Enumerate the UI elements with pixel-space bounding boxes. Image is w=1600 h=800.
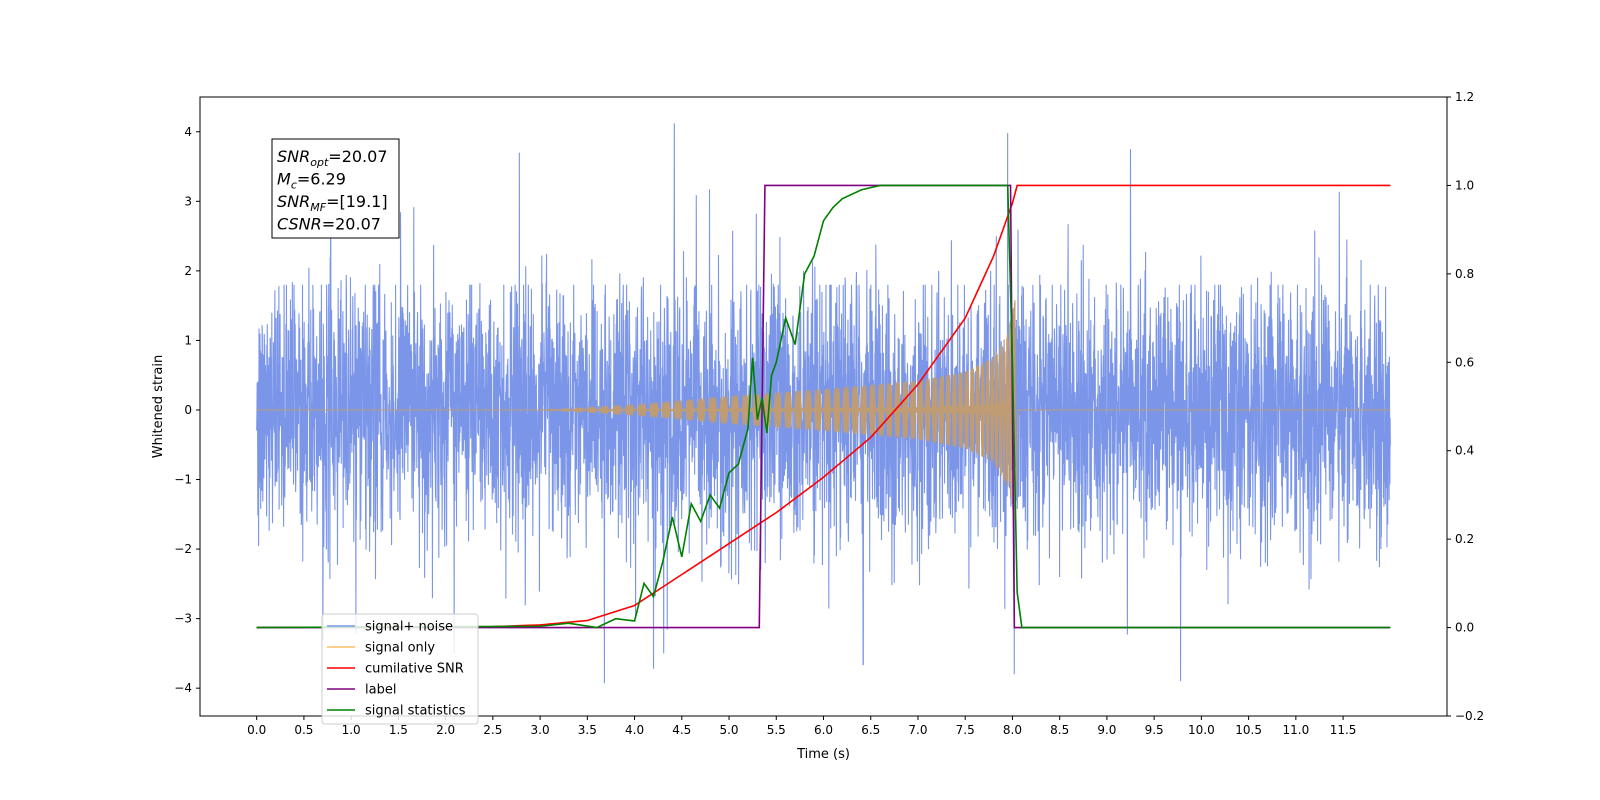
legend-entry: signal+ noise	[365, 620, 453, 635]
y2-tick-label: 0.0	[1455, 621, 1474, 635]
y-tick-label: 3	[184, 194, 192, 208]
annotation-box	[271, 138, 400, 239]
x-tick-label: 6.0	[814, 723, 833, 737]
y2-tick-label: 0.8	[1455, 267, 1474, 281]
x-tick-label: 8.5	[1050, 723, 1069, 737]
series-signal-only-line	[256, 300, 1391, 521]
annotation-line: SNRopt=20.07	[277, 147, 388, 169]
x-tick-label: 1.0	[342, 723, 361, 737]
x-tick-label: 10.5	[1235, 723, 1262, 737]
y-tick-label: 1	[184, 333, 192, 347]
x-tick-label: 4.0	[625, 723, 644, 737]
x-tick-label: 4.5	[672, 723, 691, 737]
legend-box	[321, 613, 479, 725]
x-tick-label: 3.0	[531, 723, 550, 737]
y2-tick-label: 1.0	[1455, 178, 1474, 192]
legend-entry: cumilative SNR	[365, 662, 464, 677]
x-tick-label: 0.5	[294, 723, 313, 737]
series-signal-noise-line	[256, 123, 1391, 684]
y2-tick-label: 0.2	[1455, 532, 1474, 546]
x-tick-label: 11.5	[1330, 723, 1357, 737]
x-tick-label: 7.5	[956, 723, 975, 737]
series-signal-statistics-line	[256, 184, 1391, 629]
annotation-line: SNRMF=[19.1]	[277, 192, 388, 214]
y2-tick-label: 0.6	[1455, 355, 1474, 369]
x-tick-label: 9.5	[1145, 723, 1164, 737]
y-tick-label: 0	[184, 403, 192, 417]
y-tick-label: −3	[174, 612, 192, 626]
x-tick-label: 2.0	[436, 723, 455, 737]
annotation-line: CSNR=20.07	[277, 215, 381, 234]
legend-entry: signal statistics	[365, 704, 466, 719]
x-tick-label: 5.0	[719, 723, 738, 737]
y2-tick-label: 0.4	[1455, 444, 1474, 458]
y-tick-label: 2	[184, 264, 192, 278]
x-tick-label: 9.0	[1097, 723, 1116, 737]
y-tick-label: −2	[174, 542, 192, 556]
x-tick-label: 7.0	[908, 723, 927, 737]
x-tick-label: 3.5	[578, 723, 597, 737]
x-tick-label: 1.5	[389, 723, 408, 737]
x-tick-label: 2.5	[483, 723, 502, 737]
series-cumulative-snr-line	[256, 184, 1391, 629]
annotation-line: Mc=6.29	[277, 170, 346, 192]
y2-tick-label: 1.2	[1455, 90, 1474, 104]
x-tick-label: 0.0	[247, 723, 266, 737]
y-axis-label: Whitened strain	[151, 355, 166, 458]
y-tick-label: −1	[174, 473, 192, 487]
y-tick-label: 4	[184, 125, 192, 139]
x-tick-label: 8.0	[1003, 723, 1022, 737]
y-tick-label: −4	[174, 681, 192, 695]
legend-entry: signal only	[365, 641, 435, 656]
x-tick-label: 5.5	[767, 723, 786, 737]
x-axis-label: Time (s)	[796, 747, 850, 762]
x-tick-label: 11.0	[1282, 723, 1309, 737]
x-tick-label: 6.5	[861, 723, 880, 737]
x-tick-label: 10.0	[1188, 723, 1215, 737]
y2-tick-label: −0.2	[1455, 709, 1484, 723]
legend-entry: label	[365, 683, 396, 698]
